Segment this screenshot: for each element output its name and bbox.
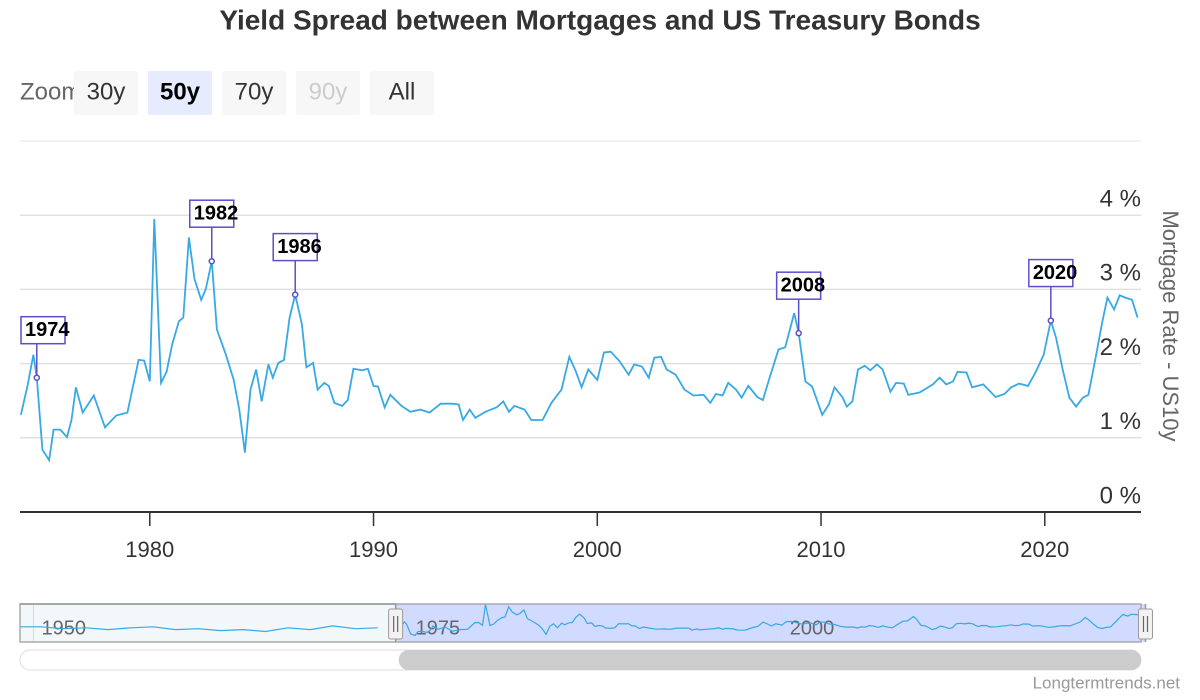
flag-box <box>189 199 235 228</box>
zoom-button-label[interactable]: All <box>389 78 416 105</box>
flag-label: 2008 <box>781 274 826 296</box>
navigator-handle-grip <box>393 616 399 632</box>
y-tick-label: 2 % <box>1100 334 1141 361</box>
navigator-handle-grip <box>1142 616 1149 632</box>
zoom-button[interactable] <box>222 71 286 115</box>
flag-box <box>20 315 66 345</box>
flag-label: 2020 <box>1033 262 1078 284</box>
zoom-button[interactable] <box>148 71 212 115</box>
zoom-button-label[interactable]: 70y <box>235 78 274 105</box>
zoom-button <box>296 71 360 115</box>
flag-point <box>291 291 299 298</box>
chart-title: Yield Spread between Mortgages and US Tr… <box>219 4 980 35</box>
x-tick-label: 2010 <box>797 537 846 562</box>
data-line <box>20 218 1139 463</box>
zoom-button[interactable] <box>370 71 434 115</box>
y-tick-label: 1 % <box>1100 408 1141 435</box>
y-tick-label: 3 % <box>1100 260 1141 287</box>
zoom-button-label: 90y <box>309 78 348 105</box>
x-tick-label: 2000 <box>573 537 622 562</box>
flag-box <box>1028 258 1074 288</box>
flag-point <box>208 257 216 265</box>
navigator-mask <box>20 604 396 642</box>
navigator-tick-label: 2000 <box>790 617 835 639</box>
flag-box <box>272 232 318 262</box>
navigator-line <box>20 625 378 633</box>
flag-label: 1982 <box>194 202 239 224</box>
zoom-button-label[interactable]: 50y <box>160 78 201 105</box>
navigator-handle[interactable] <box>1137 608 1153 640</box>
y-tick-label: 0 % <box>1100 482 1141 509</box>
flag-point <box>33 374 41 381</box>
navigator-handle[interactable] <box>388 608 404 640</box>
zoom-button[interactable] <box>74 71 138 115</box>
x-tick-label: 1980 <box>125 537 174 562</box>
flag-point <box>1047 317 1055 324</box>
navigator-line <box>395 604 1144 637</box>
flag-box <box>775 271 822 300</box>
zoom-label: Zoom <box>20 78 81 105</box>
scrollbar-thumb[interactable] <box>398 650 1141 670</box>
navigator-window[interactable] <box>395 604 1146 642</box>
flag-label: 1986 <box>277 236 322 258</box>
credit: Longtermtrends.net <box>1033 673 1181 692</box>
zoom-button-label[interactable]: 30y <box>87 78 126 105</box>
flag-point <box>795 329 802 337</box>
flag-label: 1974 <box>25 319 70 341</box>
navigator-tick-label: 1975 <box>416 617 461 639</box>
y-tick-label: 4 % <box>1100 186 1141 213</box>
y-axis-title: Mortgage Rate - US10y <box>1158 210 1183 441</box>
x-tick-label: 1990 <box>349 537 398 562</box>
x-tick-label: 2020 <box>1020 537 1069 562</box>
